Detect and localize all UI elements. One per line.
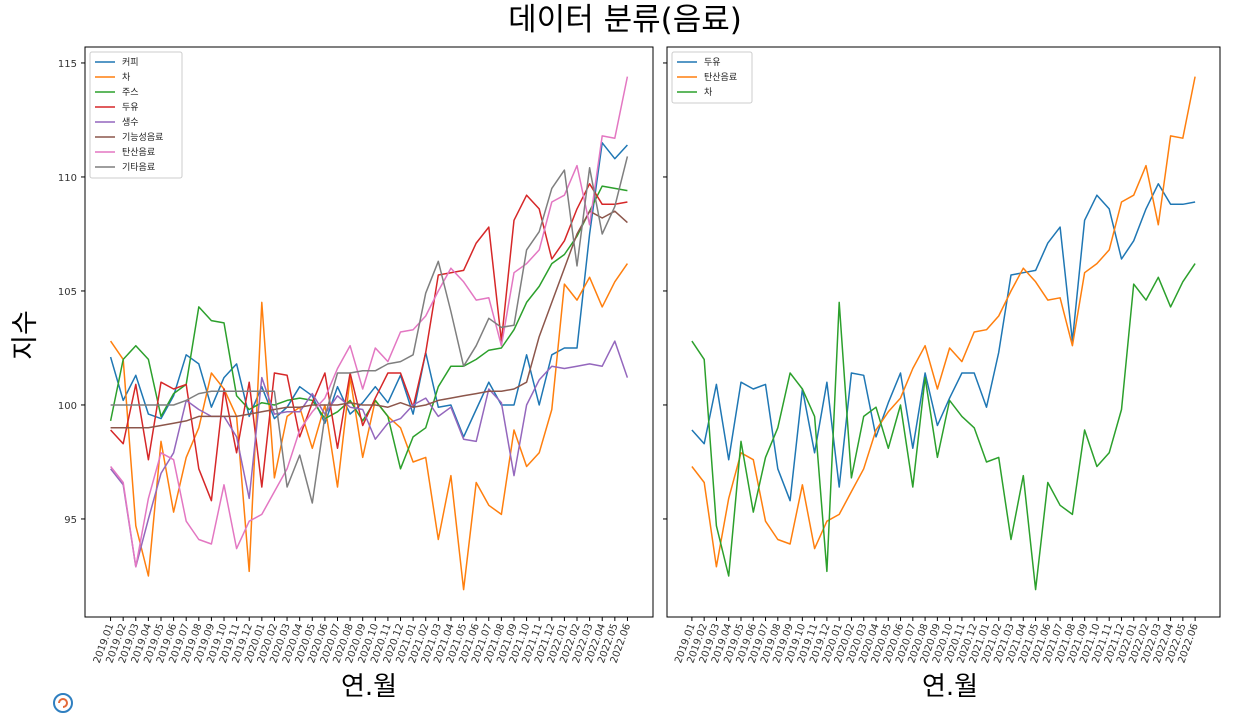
legend-label: 생수 bbox=[122, 117, 139, 128]
series-line bbox=[109, 263, 629, 591]
legend-label: 차 bbox=[122, 71, 131, 83]
series-line bbox=[109, 142, 628, 438]
y-tick-label: 105 bbox=[58, 287, 77, 298]
right-chart-panel: 2019.012019.022019.032019.042019.052019.… bbox=[663, 46, 1221, 665]
y-axis-label: 지수 bbox=[10, 310, 41, 360]
legend-label: 기타음료 bbox=[122, 162, 155, 173]
legend-label: 기능성음료 bbox=[122, 132, 163, 143]
y-tick-label: 115 bbox=[58, 59, 77, 70]
series-line bbox=[110, 340, 629, 568]
left-chart-panel: 951001051101152019.012019.022019.032019.… bbox=[58, 46, 654, 665]
y-tick-label: 95 bbox=[64, 515, 77, 526]
legend-label: 두유 bbox=[704, 57, 721, 68]
series-line bbox=[110, 76, 629, 568]
right-x-axis-label: 연.월 bbox=[922, 672, 978, 702]
figure-title: 데이터 분류(음료) bbox=[508, 2, 742, 38]
series-line bbox=[691, 183, 1196, 502]
legend-box bbox=[671, 51, 753, 104]
legend-label: 탄산음료 bbox=[122, 147, 155, 158]
y-tick-label: 110 bbox=[58, 173, 77, 184]
legend-label: 탄산음료 bbox=[704, 72, 737, 83]
series-line bbox=[110, 210, 628, 429]
legend-label: 두유 bbox=[122, 102, 139, 113]
legend-box bbox=[89, 51, 183, 179]
series-line bbox=[691, 76, 1196, 568]
plot-frame bbox=[666, 46, 1221, 618]
series-line bbox=[691, 263, 1196, 591]
left-x-axis-label: 연.월 bbox=[341, 672, 397, 702]
y-tick-label: 100 bbox=[58, 401, 77, 412]
legend-label: 차 bbox=[704, 86, 713, 98]
series-line bbox=[110, 156, 629, 504]
legend-label: 주스 bbox=[122, 87, 139, 98]
legend-label: 커피 bbox=[122, 57, 139, 68]
series-line bbox=[110, 183, 628, 502]
